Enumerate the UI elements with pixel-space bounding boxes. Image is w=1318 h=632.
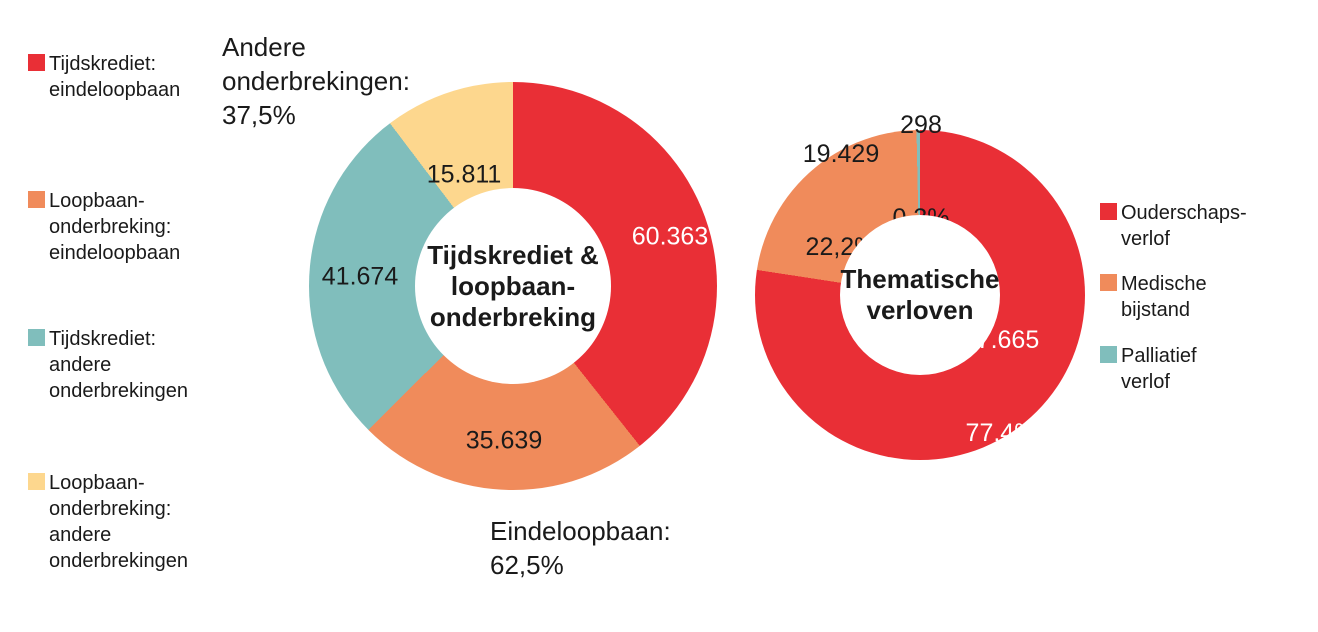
segment-label-tijdskrediet-eindeloopbaan: 60.363 [631, 222, 709, 251]
legend-item-tijdskrediet-eindeloopbaan: Tijdskrediet: eindeloopbaan [28, 51, 180, 103]
segment-percent: 77,4% [965, 419, 1037, 447]
legend-swatch [28, 191, 45, 208]
legend-label: Tijdskrediet: eindeloopbaan [49, 53, 181, 101]
legend-swatch [28, 329, 45, 346]
legend-swatch [1100, 274, 1117, 291]
legend-item-loopbaanonderbreking-eindeloopbaan: Loopbaan- onderbreking: eindeloopbaan [28, 188, 180, 266]
segment-value: 19.429 [802, 140, 880, 168]
legend-item-tijdskrediet-andere: Tijdskrediet: andere onderbrekingen [28, 326, 188, 404]
legend-item-palliatief-verlof: Palliatief verlof [1100, 343, 1197, 395]
donut-hole: Thematische verloven [840, 215, 1000, 375]
legend-label: Palliatief verlof [1121, 345, 1197, 393]
donut-hole: Tijdskrediet & loopbaan- onderbreking [415, 188, 611, 384]
segment-value: 298 [900, 111, 942, 139]
legend-label: Loopbaan- onderbreking: eindeloopbaan [49, 190, 181, 264]
legend-swatch [28, 473, 45, 490]
segment-label-loopbaanonderbreking-andere: 15.811 [426, 160, 502, 189]
right-donut-chart: 298 0,3% 19.429 22,2% 67.665 77,4% Thema… [755, 111, 1085, 460]
chart-center-title: Thematische verloven [840, 264, 1000, 325]
legend-label: Medische bijstand [1121, 273, 1207, 321]
segment-label-tijdskrediet-andere: 41.674 [321, 262, 399, 291]
legend-label: Loopbaan- onderbreking: andere onderbrek… [49, 472, 188, 572]
legend-item-medische-bijstand: Medische bijstand [1100, 271, 1207, 323]
left-donut-chart: 60.363 35.639 41.674 15.811 Tijdskrediet… [309, 82, 717, 490]
legend-swatch [1100, 346, 1117, 363]
legend-item-loopbaanonderbreking-andere: Loopbaan- onderbreking: andere onderbrek… [28, 470, 188, 574]
annotation-eindeloopbaan: Eindeloopbaan: 62,5% [490, 516, 671, 580]
chart-center-title: Tijdskrediet & loopbaan- onderbreking [427, 239, 599, 332]
legend-label: Tijdskrediet: andere onderbrekingen [49, 328, 188, 402]
segment-label-loopbaanonderbreking-eindeloopbaan: 35.639 [465, 426, 543, 455]
legend-swatch [28, 54, 45, 71]
legend-label: Ouderschaps- verlof [1121, 202, 1247, 250]
legend-swatch [1100, 203, 1117, 220]
annotation-andere-onderbrekingen: Andere onderbrekingen: 37,5% [222, 32, 410, 130]
legend-item-ouderschapsverlof: Ouderschaps- verlof [1100, 200, 1247, 252]
